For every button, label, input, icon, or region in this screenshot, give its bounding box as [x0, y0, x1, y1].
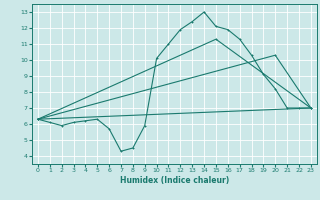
X-axis label: Humidex (Indice chaleur): Humidex (Indice chaleur) [120, 176, 229, 185]
